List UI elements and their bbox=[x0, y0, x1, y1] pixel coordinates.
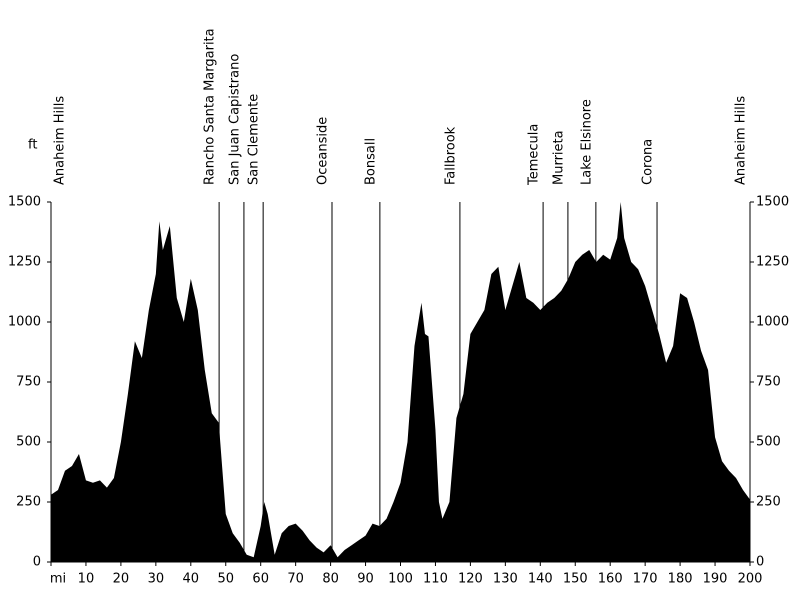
location-label: Oceanside bbox=[315, 117, 330, 185]
x-tick-label: 70 bbox=[287, 572, 304, 587]
x-tick-label: 90 bbox=[357, 572, 374, 587]
location-label: San Clemente bbox=[247, 94, 262, 185]
location-label: Temecula bbox=[527, 124, 542, 186]
x-tick-label: mi bbox=[50, 572, 66, 587]
y-tick-label-right: 1000 bbox=[756, 315, 789, 330]
y-tick-label-right: 1250 bbox=[756, 255, 789, 270]
x-tick-label: 130 bbox=[493, 572, 518, 587]
y-tick-label-right: 750 bbox=[756, 375, 781, 390]
location-label: Rancho Santa Margarita bbox=[203, 28, 218, 185]
x-tick-label: 20 bbox=[113, 572, 130, 587]
x-tick-label: 170 bbox=[633, 572, 658, 587]
location-label: San Juan Capistrano bbox=[227, 54, 242, 185]
y-tick-label-right: 0 bbox=[756, 555, 764, 570]
y-tick-label-right: 500 bbox=[756, 435, 781, 450]
location-label: Bonsall bbox=[363, 138, 378, 185]
y-tick-label: 1250 bbox=[8, 255, 41, 270]
x-tick-label: 190 bbox=[703, 572, 728, 587]
x-tick-label: 140 bbox=[528, 572, 553, 587]
y-tick-label-right: 250 bbox=[756, 495, 781, 510]
location-label: Lake Elsinore bbox=[579, 99, 594, 185]
x-tick-label: 50 bbox=[217, 572, 234, 587]
x-tick-label: 80 bbox=[322, 572, 339, 587]
x-tick-label: 30 bbox=[148, 572, 165, 587]
y-tick-label: 1500 bbox=[8, 195, 41, 210]
y-tick-label: 500 bbox=[16, 435, 41, 450]
x-tick-label: 150 bbox=[563, 572, 588, 587]
x-tick-label: 180 bbox=[668, 572, 693, 587]
location-label: Corona bbox=[641, 139, 656, 185]
location-label: Anaheim Hills bbox=[734, 96, 749, 185]
x-tick-label: 120 bbox=[458, 572, 483, 587]
y-tick-label: 250 bbox=[16, 495, 41, 510]
y-axis-label: ft bbox=[28, 138, 37, 153]
location-label: Anaheim Hills bbox=[53, 96, 68, 185]
location-label: Murrieta bbox=[551, 130, 566, 185]
x-tick-label: 60 bbox=[252, 572, 269, 587]
elevation-area bbox=[51, 202, 750, 562]
x-tick-label: 160 bbox=[598, 572, 623, 587]
y-tick-label: 0 bbox=[33, 555, 41, 570]
x-tick-label: 110 bbox=[423, 572, 448, 587]
y-tick-label-right: 1500 bbox=[756, 195, 789, 210]
x-tick-label: 40 bbox=[183, 572, 200, 587]
x-tick-label: 200 bbox=[738, 572, 763, 587]
x-tick-label: 10 bbox=[78, 572, 95, 587]
x-tick-label: 100 bbox=[388, 572, 413, 587]
location-label: Fallbrook bbox=[443, 126, 458, 185]
y-tick-label: 750 bbox=[16, 375, 41, 390]
y-tick-label: 1000 bbox=[8, 315, 41, 330]
